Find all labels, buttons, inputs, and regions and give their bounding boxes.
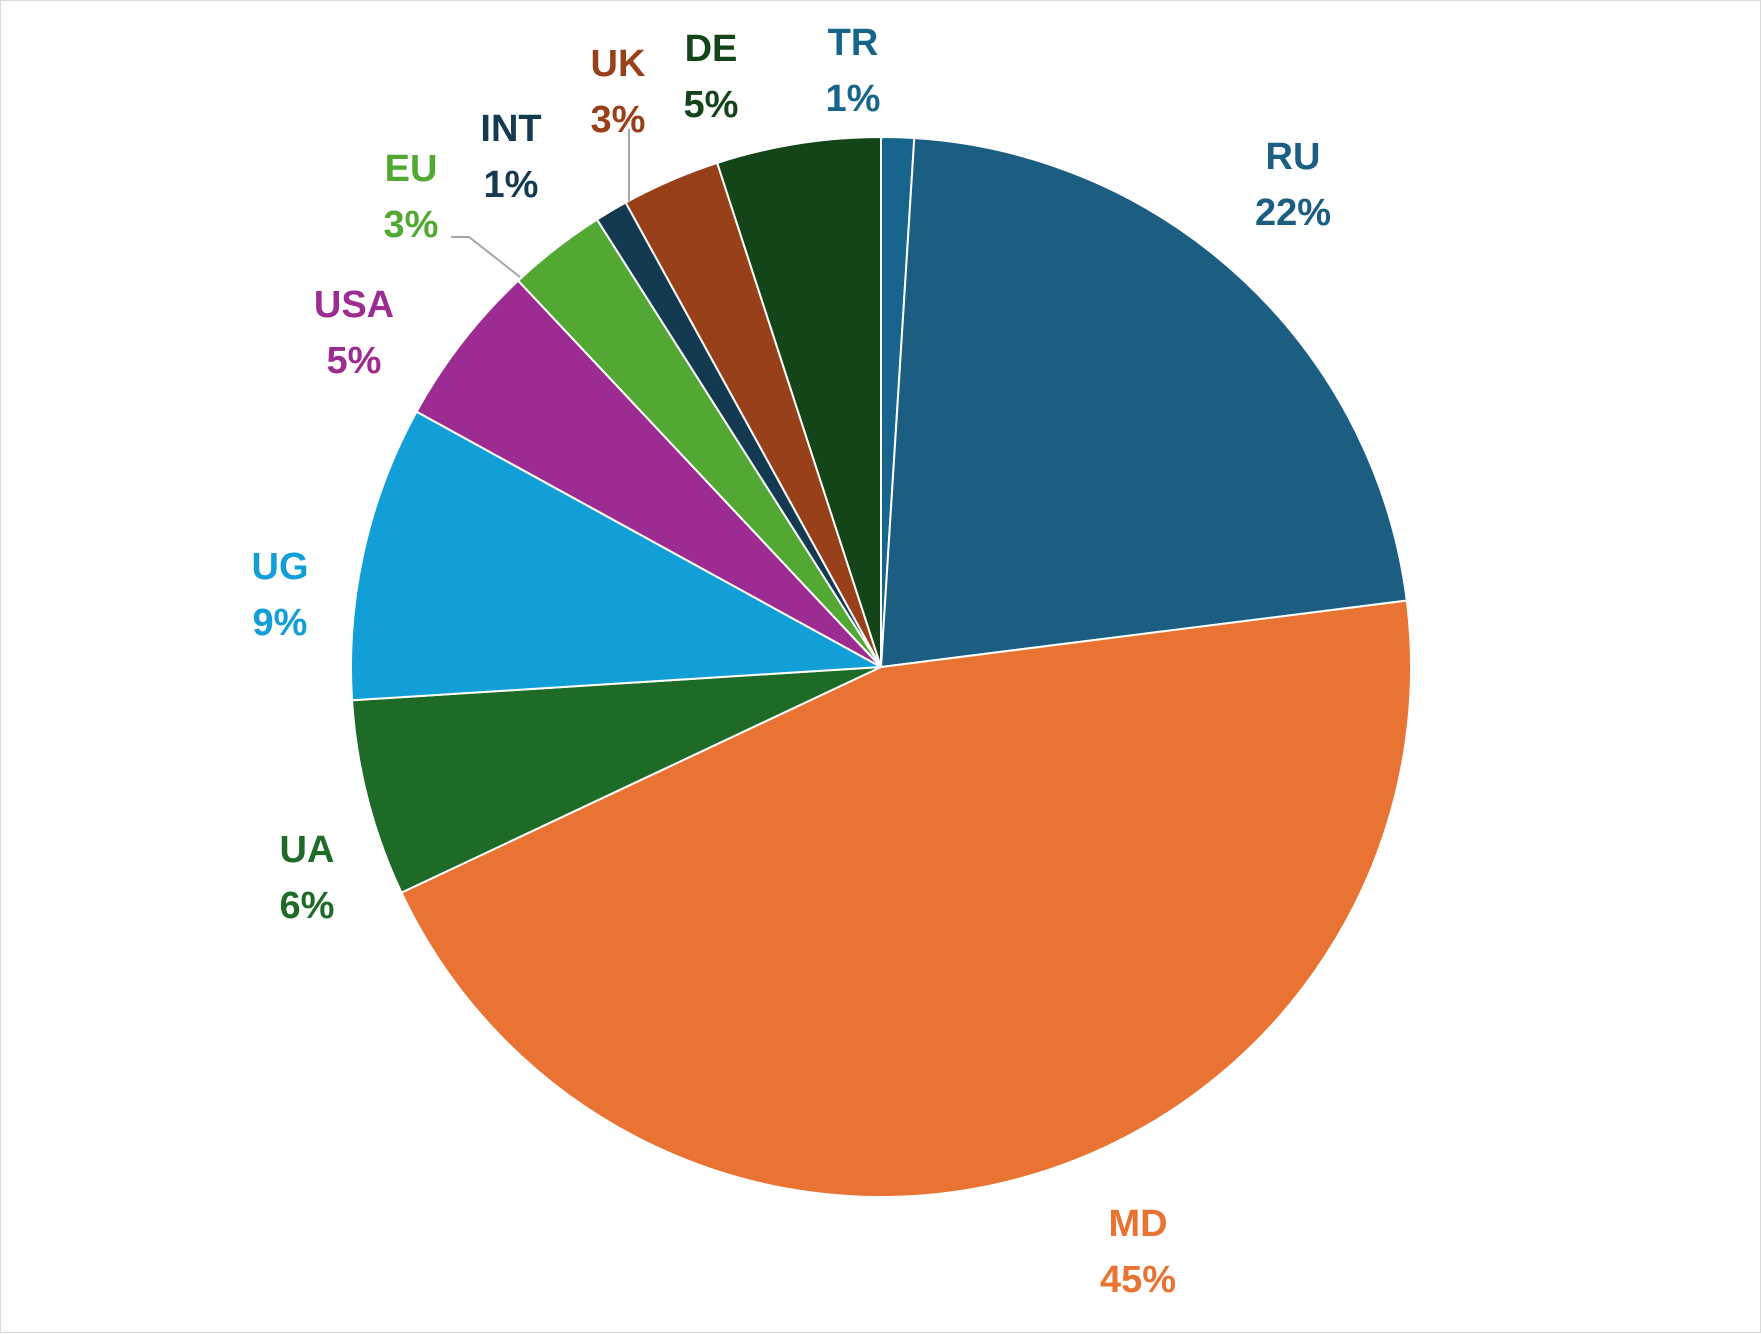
slice-category-label: MD (1108, 1203, 1167, 1245)
data-label-md: MD 45% (1100, 1203, 1176, 1301)
pie-slice-de (715, 135, 882, 668)
slice-percent-label: 5% (327, 340, 382, 382)
slice-percent-label: 5% (684, 84, 739, 126)
slice-percent-label: 1% (826, 78, 881, 120)
slice-percent-label: 1% (484, 164, 539, 206)
pie-slice-usa (415, 279, 882, 668)
slice-category-label: TR (828, 22, 879, 64)
slice-category-label: INT (480, 108, 541, 150)
data-label-tr: TR 1% (826, 22, 881, 120)
slice-category-label: UA (280, 829, 335, 871)
data-label-uk: UK 3% (591, 43, 646, 141)
data-label-de: DE 5% (684, 28, 739, 126)
pie-slice-ua (350, 666, 882, 894)
slice-percent-label: 22% (1255, 192, 1331, 234)
data-label-eu: EU 3% (384, 148, 439, 246)
slice-category-label: UG (252, 546, 309, 588)
data-label-int: INT 1% (480, 108, 541, 206)
slice-percent-label: 3% (384, 204, 439, 246)
pie-slices (350, 135, 1412, 1198)
slice-percent-label: 45% (1100, 1259, 1176, 1301)
data-label-usa: USA 5% (314, 284, 394, 382)
leader-line-eu (451, 236, 521, 278)
pie-slice-ru (879, 136, 1408, 669)
pie-slice-md (400, 599, 1412, 1198)
slice-percent-label: 6% (280, 885, 335, 927)
data-label-ua: UA 6% (280, 829, 335, 927)
slice-category-label: USA (314, 284, 394, 326)
slice-category-label: RU (1266, 136, 1321, 178)
slice-category-label: DE (685, 28, 738, 70)
slice-category-label: EU (385, 148, 438, 190)
slice-category-label: UK (591, 43, 646, 85)
slice-percent-label: 9% (253, 602, 308, 644)
slice-percent-label: 3% (591, 99, 646, 141)
data-label-ru: RU 22% (1255, 136, 1331, 234)
data-label-ug: UG 9% (252, 546, 309, 644)
pie-slice-ug (350, 410, 885, 702)
